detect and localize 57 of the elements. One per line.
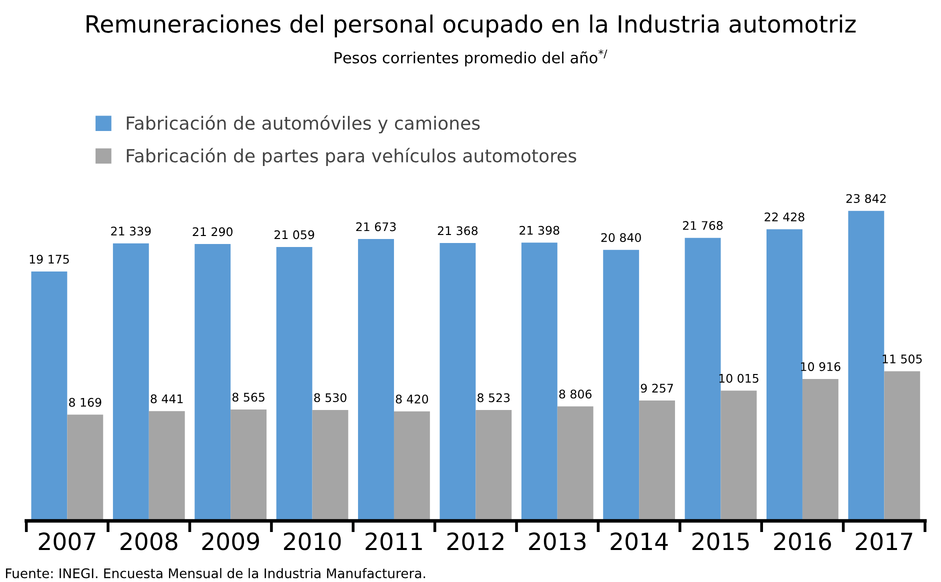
data-label: 8 169 bbox=[69, 398, 102, 407]
bar bbox=[766, 229, 802, 521]
data-label: 21 768 bbox=[683, 221, 723, 230]
data-label: 19 175 bbox=[30, 254, 69, 264]
data-label: 21 059 bbox=[274, 230, 314, 240]
bar bbox=[394, 411, 430, 521]
bar bbox=[276, 247, 312, 521]
bar bbox=[684, 238, 721, 521]
data-label: 20 840 bbox=[601, 233, 641, 242]
data-label: 9 257 bbox=[640, 384, 673, 393]
data-label: 8 441 bbox=[150, 394, 183, 404]
data-label: 8 523 bbox=[478, 393, 510, 402]
data-label: 8 565 bbox=[232, 392, 264, 402]
bar bbox=[848, 210, 884, 521]
bar bbox=[603, 250, 640, 521]
bar bbox=[148, 411, 185, 521]
x-tick-label: 2007 bbox=[38, 532, 96, 550]
bar bbox=[521, 242, 558, 521]
x-tick-label: 2011 bbox=[366, 532, 422, 550]
x-tick-label: 2009 bbox=[202, 532, 259, 550]
x-tick-label: 2008 bbox=[120, 532, 178, 550]
bar bbox=[639, 400, 676, 521]
data-label: 21 339 bbox=[111, 226, 151, 236]
bar bbox=[194, 244, 231, 521]
bar bbox=[67, 414, 104, 521]
data-label: 21 290 bbox=[192, 227, 232, 236]
bar bbox=[557, 406, 594, 521]
x-tick-label: 2013 bbox=[529, 532, 586, 550]
data-label: 21 398 bbox=[520, 226, 560, 235]
chart-title: Remuneraciones del personal ocupado en la Industria automotriz bbox=[86, 14, 856, 38]
bar bbox=[312, 410, 348, 521]
bar bbox=[358, 239, 394, 521]
data-label: 8 806 bbox=[559, 390, 592, 399]
bar bbox=[476, 410, 512, 521]
source-note: Fuente: INEGI. Encuesta Mensual de la Industria Manufacturera. bbox=[6, 568, 426, 578]
bar bbox=[112, 243, 149, 521]
bar bbox=[802, 378, 838, 521]
bar bbox=[440, 243, 476, 521]
data-label: 8 530 bbox=[314, 393, 346, 402]
bar bbox=[884, 371, 920, 521]
chart-subtitle: Pesos corrientes promedio del año$^{*/}$ bbox=[334, 49, 608, 66]
x-tick-label: 2015 bbox=[692, 532, 749, 550]
bar bbox=[230, 410, 267, 521]
bar bbox=[31, 272, 68, 521]
data-label: 22 428 bbox=[764, 212, 804, 222]
data-label: 23 842 bbox=[846, 194, 886, 204]
x-tick-label: 2017 bbox=[856, 532, 912, 550]
legend-label: Fabricación de automóviles y camiones bbox=[126, 115, 480, 134]
x-tick-label: 2014 bbox=[610, 532, 668, 550]
x-tick-label: 2012 bbox=[447, 532, 504, 550]
x-tick-label: 2010 bbox=[284, 532, 341, 550]
bar bbox=[720, 390, 757, 521]
data-label: 21 368 bbox=[438, 226, 478, 236]
x-tick-label: 2016 bbox=[774, 532, 832, 550]
legend-label: Fabricación de partes para vehículos automotores bbox=[126, 148, 576, 166]
data-label: 21 673 bbox=[356, 222, 396, 232]
data-label: 8 420 bbox=[396, 394, 428, 404]
